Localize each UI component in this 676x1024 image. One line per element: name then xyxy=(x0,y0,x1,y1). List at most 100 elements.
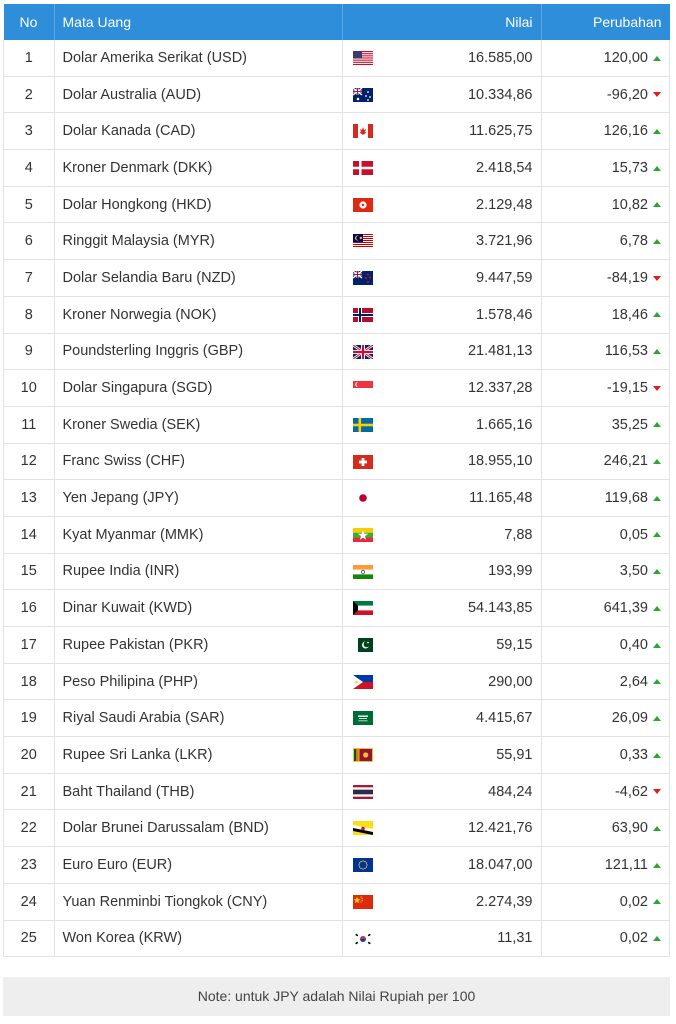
se-flag-icon xyxy=(352,417,373,432)
currency-name: Kroner Swedia (SEK) xyxy=(54,406,343,444)
currency-name: Riyal Saudi Arabia (SAR) xyxy=(54,699,343,738)
rate-change: -19,15 xyxy=(541,369,670,407)
currency-name: Baht Thailand (THB) xyxy=(54,773,343,811)
table-row: 21 Baht Thailand (THB) 484,24 -4,62 xyxy=(3,773,670,811)
rate-change: -96,20 xyxy=(541,76,670,114)
change-value: 116,53 xyxy=(604,343,648,360)
rate-change: 120,00 xyxy=(541,40,670,77)
flag-cell xyxy=(342,773,383,811)
hk-flag-icon xyxy=(352,197,373,212)
row-number: 16 xyxy=(3,589,55,627)
row-number: 10 xyxy=(3,369,55,407)
table-row: 11 Kroner Swedia (SEK) 1.665,16 35,25 xyxy=(3,406,670,444)
flag-cell xyxy=(342,443,383,481)
currency-name: Ringgit Malaysia (MYR) xyxy=(54,222,343,261)
currency-name: Peso Philipina (PHP) xyxy=(54,663,343,701)
arrow-up-icon xyxy=(653,238,661,244)
arrow-up-icon xyxy=(653,715,661,721)
table-row: 24 Yuan Renminbi Tiongkok (CNY) 2.274,39 0,… xyxy=(3,883,670,921)
rate-value: 4.415,67 xyxy=(382,699,542,738)
change-value: 120,00 xyxy=(603,49,648,66)
rate-change: -4,62 xyxy=(541,773,670,811)
rate-value: 11.165,48 xyxy=(382,479,542,517)
row-number: 17 xyxy=(3,626,55,664)
currency-name: Yen Jepang (JPY) xyxy=(54,479,343,517)
row-number: 8 xyxy=(3,296,55,334)
currency-name: Dolar Singapura (SGD) xyxy=(54,369,343,407)
arrow-up-icon xyxy=(653,642,661,648)
currency-name: Kyat Myanmar (MMK) xyxy=(54,516,343,554)
row-number: 25 xyxy=(3,920,55,958)
au-flag-icon xyxy=(352,87,373,102)
change-value: 126,16 xyxy=(603,123,648,140)
ca-flag-icon xyxy=(352,124,373,139)
change-value: 6,78 xyxy=(619,233,648,250)
arrow-up-icon xyxy=(653,825,661,831)
rate-change: 0,05 xyxy=(541,516,670,554)
table-row: 2 Dolar Australia (AUD) 10.334,86 -96,20 xyxy=(3,76,670,114)
dk-flag-icon xyxy=(352,161,373,176)
row-number: 19 xyxy=(3,699,55,738)
rate-value: 2.274,39 xyxy=(382,883,542,921)
flag-cell xyxy=(342,626,383,664)
rate-change: 35,25 xyxy=(541,406,670,444)
cn-flag-icon xyxy=(352,894,373,909)
flag-cell xyxy=(342,40,383,77)
rate-value: 484,24 xyxy=(382,773,542,811)
rate-change: 246,21 xyxy=(541,443,670,481)
change-value: -84,19 xyxy=(606,269,648,286)
rate-change: 15,73 xyxy=(541,149,670,187)
eu-flag-icon xyxy=(352,858,373,873)
footnote: Note: untuk JPY adalah Nilai Rupiah per … xyxy=(3,977,670,1016)
rate-value: 7,88 xyxy=(382,516,542,554)
table-row: 13 Yen Jepang (JPY) 11.165,48 119,68 xyxy=(3,479,670,517)
us-flag-icon xyxy=(352,51,373,66)
kw-flag-icon xyxy=(352,601,373,616)
rate-value: 55,91 xyxy=(382,736,542,774)
row-number: 4 xyxy=(3,149,55,187)
row-number: 7 xyxy=(3,259,55,297)
table-row: 3 Dolar Kanada (CAD) 11.625,75 126,16 xyxy=(3,112,670,151)
jp-flag-icon xyxy=(352,491,373,506)
row-number: 24 xyxy=(3,883,55,921)
rate-value: 59,15 xyxy=(382,626,542,664)
change-value: 121,11 xyxy=(604,856,648,873)
change-value: -19,15 xyxy=(606,380,648,397)
flag-cell xyxy=(342,663,383,701)
header-no: No xyxy=(3,4,55,40)
rate-change: 2,64 xyxy=(541,663,670,701)
rate-value: 9.447,59 xyxy=(382,259,542,297)
rate-value: 16.585,00 xyxy=(382,40,542,77)
th-flag-icon xyxy=(352,784,373,799)
change-value: 2,64 xyxy=(619,673,648,690)
flag-cell xyxy=(342,479,383,517)
flag-cell xyxy=(342,259,383,297)
row-number: 14 xyxy=(3,516,55,554)
arrow-up-icon xyxy=(653,202,661,208)
rate-change: 0,33 xyxy=(541,736,670,774)
header-change: Perubahan xyxy=(541,4,670,40)
row-number: 9 xyxy=(3,333,55,371)
currency-name: Yuan Renminbi Tiongkok (CNY) xyxy=(54,883,343,921)
change-value: 119,68 xyxy=(604,490,648,507)
flag-cell xyxy=(342,222,383,261)
table-row: 4 Kroner Denmark (DKK) 2.418,54 15,73 xyxy=(3,149,670,187)
rate-change: 126,16 xyxy=(541,112,670,151)
gb-flag-icon xyxy=(352,344,373,359)
rate-change: 26,09 xyxy=(541,699,670,738)
rate-value: 12.337,28 xyxy=(382,369,542,407)
flag-cell xyxy=(342,296,383,334)
rate-value: 54.143,85 xyxy=(382,589,542,627)
table-row: 12 Franc Swiss (CHF) 18.955,10 246,21 xyxy=(3,443,670,481)
currency-name: Dinar Kuwait (KWD) xyxy=(54,589,343,627)
table-row: 8 Kroner Norwegia (NOK) 1.578,46 18,46 xyxy=(3,296,670,334)
row-number: 18 xyxy=(3,663,55,701)
rate-change: 18,46 xyxy=(541,296,670,334)
rate-change: 0,40 xyxy=(541,626,670,664)
row-number: 13 xyxy=(3,479,55,517)
table-row: 25 Won Korea (KRW) 11,31 0,02 xyxy=(3,920,670,958)
currency-name: Won Korea (KRW) xyxy=(54,920,343,958)
row-number: 12 xyxy=(3,443,55,481)
rate-value: 2.418,54 xyxy=(382,149,542,187)
table-row: 15 Rupee India (INR) 193,99 3,50 xyxy=(3,553,670,591)
